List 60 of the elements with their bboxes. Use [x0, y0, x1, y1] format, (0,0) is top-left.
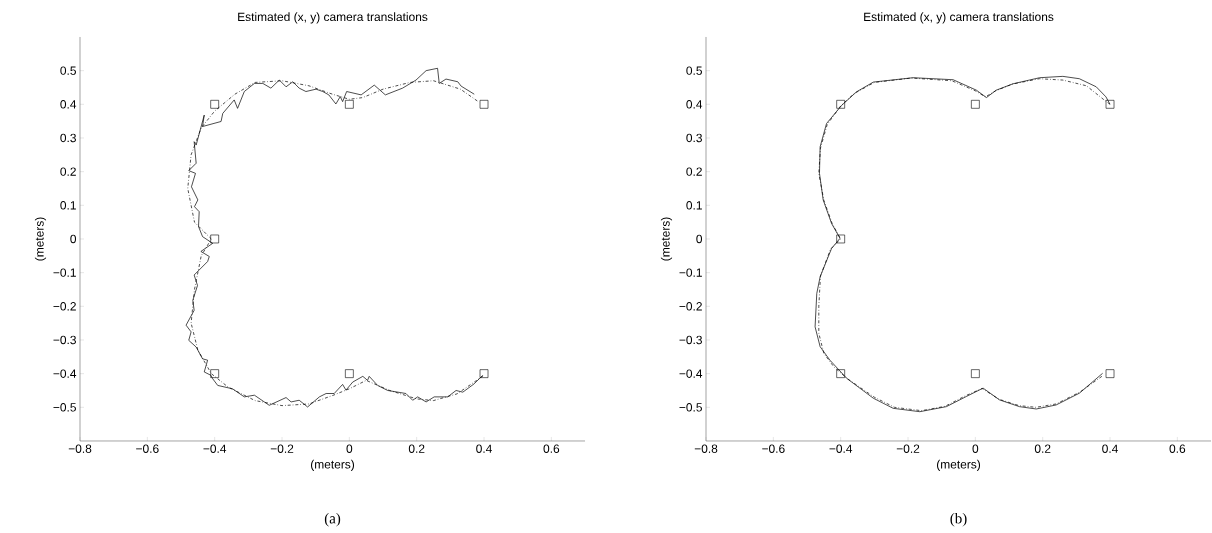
y-tick-label: 0	[70, 234, 77, 244]
y-tick-label: 0.2	[686, 167, 702, 176]
x-tick-label: −0.8	[68, 444, 92, 453]
text: (a)	[324, 513, 341, 527]
y-tick-label: −0.2	[53, 302, 76, 311]
x-tick-label: −0.6	[762, 444, 785, 453]
y-tick-label: 0.4	[60, 100, 77, 109]
x-tick-label: −0.8	[694, 444, 718, 453]
point	[479, 369, 489, 378]
x-tick-label: 0.4	[1102, 444, 1118, 453]
x-tick-label: −0.4	[203, 444, 227, 453]
point	[971, 369, 980, 378]
x-tick-label: −0.2	[270, 444, 294, 453]
point	[210, 100, 219, 109]
y-tick-label: −0.1	[53, 268, 76, 277]
point	[345, 369, 354, 378]
point	[479, 100, 489, 109]
y-tick-label: 0.3	[686, 133, 702, 143]
point	[1105, 369, 1115, 378]
y-tick-label: 0	[696, 234, 703, 244]
chart-title: Estimated (x, y) camera translations	[238, 12, 428, 24]
chart-title: Estimated (x, y) camera translations	[864, 12, 1054, 24]
x-tick-label: −0.4	[829, 444, 853, 453]
x-tick-label: 0.6	[543, 444, 560, 453]
y-axis-title: (meters)	[660, 217, 673, 261]
x-tick-label: −0.2	[896, 444, 920, 453]
text: (b)	[950, 513, 967, 527]
x-tick-label: 0	[972, 444, 979, 453]
point	[210, 234, 219, 244]
x-tick-label: 0.2	[408, 444, 425, 453]
y-tick-label: 0.4	[686, 100, 703, 109]
x-tick-label: 0.2	[1034, 444, 1051, 453]
x-tick-label: 0	[346, 444, 353, 453]
y-tick-label: −0.2	[679, 302, 702, 311]
y-tick-label: −0.5	[679, 403, 702, 412]
y-tick-label: 0.1	[60, 201, 76, 210]
point	[836, 100, 845, 109]
x-axis-title: (meters)	[311, 459, 355, 471]
x-tick-label: 0.6	[1169, 444, 1186, 453]
x-axis-title: (meters)	[937, 459, 981, 471]
point	[1105, 100, 1115, 109]
y-tick-label: −0.3	[679, 335, 702, 345]
point	[836, 234, 845, 244]
point	[210, 369, 219, 378]
point	[836, 369, 845, 378]
y-tick-label: −0.4	[679, 369, 703, 378]
y-tick-label: 0.5	[60, 66, 76, 75]
y-tick-label: 0.3	[60, 133, 76, 143]
y-tick-label: 0.5	[686, 66, 702, 75]
y-tick-label: −0.1	[679, 268, 702, 277]
x-tick-label: −0.6	[136, 444, 159, 453]
x-tick-label: 0.4	[476, 444, 492, 453]
y-axis-title: (meters)	[34, 217, 47, 261]
y-tick-label: 0.1	[686, 201, 702, 210]
point	[971, 100, 980, 109]
y-tick-label: −0.5	[53, 403, 76, 412]
y-tick-label: −0.3	[53, 335, 76, 345]
y-tick-label: −0.4	[53, 369, 77, 378]
point	[345, 100, 354, 109]
y-tick-label: 0.2	[60, 167, 76, 176]
